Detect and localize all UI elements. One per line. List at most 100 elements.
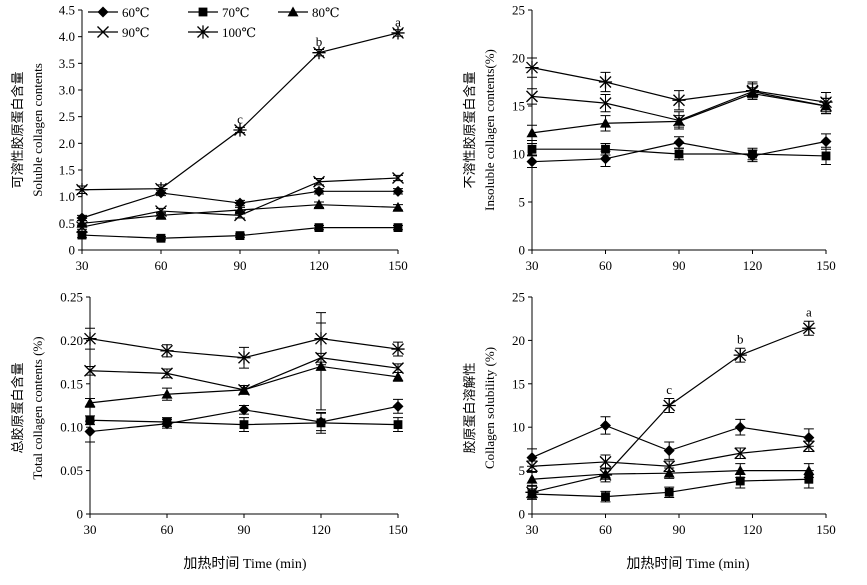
x-marker bbox=[155, 205, 167, 218]
series-star bbox=[525, 320, 816, 500]
legend-label: 70℃ bbox=[222, 5, 250, 20]
diamond-marker bbox=[238, 404, 250, 416]
x-tick-label: 90 bbox=[238, 522, 251, 537]
star-marker bbox=[733, 348, 747, 362]
x-marker bbox=[84, 364, 96, 377]
series-x bbox=[76, 172, 404, 234]
series-star bbox=[83, 312, 405, 369]
legend-item: 60℃ bbox=[88, 5, 150, 20]
triangle-marker bbox=[526, 127, 538, 138]
panel-soluble-chart: 0 0.5 1.0 1.5 2.0 2.5 3.0 3.5 4.0 4.5 30 60 90 120 150… bbox=[59, 3, 408, 274]
x-marker bbox=[663, 460, 676, 473]
square-marker bbox=[748, 149, 757, 159]
square-marker bbox=[156, 233, 166, 243]
y-axis-label-en: Insoluble collagen contents(%) bbox=[482, 49, 497, 211]
diamond-marker bbox=[526, 452, 538, 464]
y-tick-label: 15 bbox=[512, 99, 525, 114]
square-marker bbox=[527, 144, 537, 154]
x-tick-label: 90 bbox=[673, 522, 686, 537]
series-star bbox=[75, 26, 405, 197]
square-marker bbox=[77, 230, 87, 240]
series-square bbox=[77, 223, 403, 243]
y-tick-label: 3.0 bbox=[59, 83, 75, 98]
y-axis-label-cn: 不溶性胶原蛋白含量 bbox=[462, 71, 477, 188]
square-marker bbox=[198, 7, 208, 17]
x-marker bbox=[76, 221, 88, 234]
diamond-marker bbox=[392, 400, 404, 412]
x-marker bbox=[526, 90, 538, 103]
legend-item: 70℃ bbox=[188, 5, 250, 20]
significance-label: c bbox=[666, 382, 672, 397]
x-tick-label: 60 bbox=[599, 522, 612, 537]
star-marker bbox=[525, 485, 539, 499]
x-axis-label: 加热时间 Time (min) bbox=[626, 556, 749, 572]
y-tick-label: 0.05 bbox=[60, 463, 83, 478]
y-tick-label: 5 bbox=[519, 463, 526, 478]
panel-insoluble-chart: 0 5 10 15 20 25 30 60 90 120 150 bbox=[512, 3, 836, 274]
significance-label: b bbox=[737, 332, 744, 347]
x-tick-label: 120 bbox=[743, 522, 763, 537]
diamond-marker bbox=[820, 136, 832, 148]
legend-item: 90℃ bbox=[88, 25, 150, 40]
triangle-marker bbox=[392, 201, 404, 212]
triangle-marker bbox=[803, 465, 815, 475]
panel-total-chart: 0 0.05 0.10 0.15 0.20 0.25 30 60 90 120 150 bbox=[60, 290, 408, 538]
x-marker bbox=[313, 175, 325, 188]
square-marker bbox=[314, 223, 324, 232]
square-marker bbox=[735, 476, 745, 486]
star-marker bbox=[662, 398, 676, 413]
y-axis-label-en: Collagen solubility (%) bbox=[482, 347, 497, 469]
x-marker bbox=[392, 172, 404, 184]
x-tick-label: 30 bbox=[76, 258, 89, 273]
x-marker bbox=[392, 362, 404, 375]
x-marker bbox=[599, 97, 612, 110]
x-tick-label: 150 bbox=[816, 522, 836, 537]
legend-item: 100℃ bbox=[188, 25, 256, 40]
diamond-marker bbox=[234, 197, 246, 209]
x-tick-label: 90 bbox=[234, 258, 247, 273]
star-marker bbox=[391, 342, 405, 356]
x-marker bbox=[526, 460, 538, 473]
triangle-marker bbox=[155, 209, 167, 220]
diamond-marker bbox=[734, 421, 746, 433]
y-tick-label: 25 bbox=[512, 3, 525, 18]
x-marker bbox=[238, 383, 250, 396]
significance-label: a bbox=[806, 305, 812, 320]
square-marker bbox=[235, 231, 245, 240]
significance-label: c bbox=[237, 111, 243, 126]
y-tick-label: 0.5 bbox=[59, 216, 75, 231]
series-square bbox=[85, 411, 403, 434]
star-marker bbox=[314, 332, 328, 346]
y-axis-label-cn: 胶原蛋白溶解性 bbox=[462, 362, 477, 453]
y-tick-label: 1.5 bbox=[59, 163, 75, 178]
chart-legend: 60℃ 70℃ 80℃ 90℃ 100℃ bbox=[88, 5, 340, 40]
x-marker bbox=[734, 447, 747, 460]
panel-solubility-chart: 0 5 10 15 20 25 30 60 90 120 150 c b a bbox=[512, 290, 836, 538]
diamond-marker bbox=[673, 136, 685, 148]
star-marker bbox=[598, 75, 613, 89]
x-marker bbox=[599, 455, 612, 468]
star-marker bbox=[802, 321, 816, 335]
diamond-marker bbox=[600, 419, 611, 431]
significance-label: b bbox=[316, 34, 323, 49]
diamond-marker bbox=[803, 432, 815, 444]
x-tick-label: 60 bbox=[599, 258, 612, 273]
diamond-marker bbox=[313, 185, 325, 197]
legend-item: 80℃ bbox=[278, 5, 340, 20]
diamond-marker bbox=[526, 156, 538, 168]
star-marker bbox=[819, 95, 833, 109]
star-marker bbox=[391, 26, 405, 40]
y-axis-label-cn: 总胶原蛋白含量 bbox=[10, 362, 25, 453]
legend-label: 90℃ bbox=[122, 25, 150, 40]
x-tick-label: 150 bbox=[388, 258, 408, 273]
triangle-marker bbox=[392, 371, 404, 382]
y-tick-label: 10 bbox=[512, 147, 525, 162]
square-marker bbox=[393, 420, 403, 429]
star-marker bbox=[196, 25, 210, 39]
star-marker bbox=[233, 123, 247, 137]
star-marker bbox=[237, 351, 251, 365]
y-tick-label: 4.0 bbox=[59, 29, 75, 44]
square-marker bbox=[601, 144, 610, 154]
series-x bbox=[526, 440, 815, 473]
